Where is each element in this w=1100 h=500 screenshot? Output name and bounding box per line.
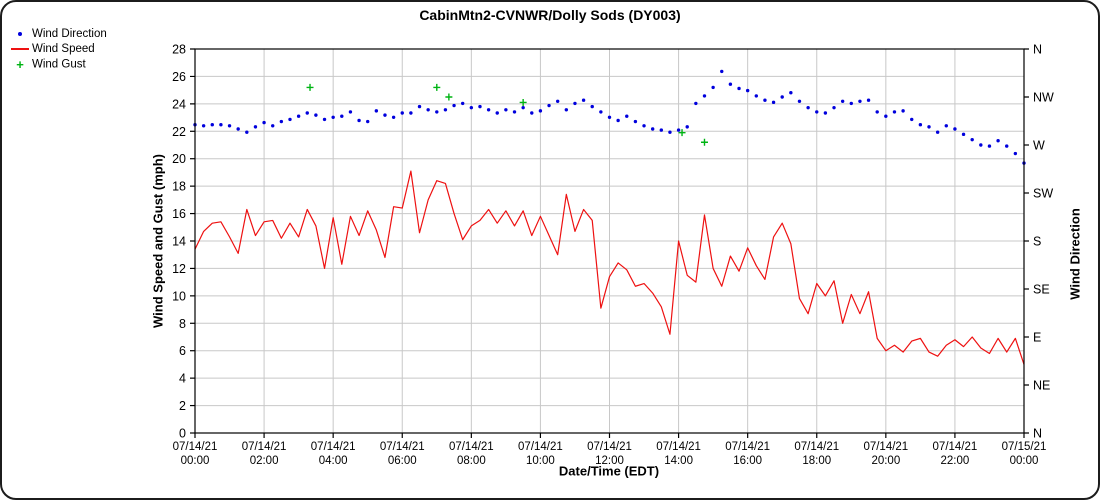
svg-text:NW: NW <box>1033 91 1054 105</box>
svg-text:08:00: 08:00 <box>457 455 486 467</box>
svg-text:26: 26 <box>172 70 186 84</box>
legend-label-wind-direction: Wind Direction <box>32 28 107 40</box>
wind-direction-dot-icon <box>8 27 32 42</box>
svg-text:07/15/21: 07/15/21 <box>1002 441 1047 453</box>
chart-title: CabinMtn2-CVNWR/Dolly Sods (DY003) <box>419 7 681 23</box>
svg-text:16:00: 16:00 <box>733 455 762 467</box>
svg-text:10:00: 10:00 <box>526 455 555 467</box>
svg-text:07/14/21: 07/14/21 <box>794 441 839 453</box>
svg-text:07/14/21: 07/14/21 <box>311 441 356 453</box>
svg-text:02:00: 02:00 <box>250 455 279 467</box>
svg-text:E: E <box>1033 331 1041 345</box>
svg-text:14:00: 14:00 <box>664 455 693 467</box>
svg-text:06:00: 06:00 <box>388 455 417 467</box>
svg-text:14: 14 <box>172 235 186 249</box>
x-axis-title: Date/Time (EDT) <box>558 463 660 479</box>
legend-item-wind-direction: Wind Direction <box>8 27 107 42</box>
svg-text:10: 10 <box>172 289 186 303</box>
svg-text:00:00: 00:00 <box>181 455 210 467</box>
legend-item-wind-gust: + Wind Gust <box>8 57 107 72</box>
legend-label-wind-gust: Wind Gust <box>32 58 86 71</box>
legend-label-wind-speed: Wind Speed <box>32 43 95 55</box>
svg-text:07/14/21: 07/14/21 <box>449 441 494 453</box>
svg-text:00:00: 00:00 <box>1010 455 1039 467</box>
svg-text:28: 28 <box>172 43 186 57</box>
svg-text:16: 16 <box>172 207 186 221</box>
svg-text:20:00: 20:00 <box>871 455 900 467</box>
svg-text:N: N <box>1033 427 1042 441</box>
svg-text:20: 20 <box>172 152 186 166</box>
svg-text:8: 8 <box>179 317 186 331</box>
svg-text:07/14/21: 07/14/21 <box>518 441 563 453</box>
svg-text:18: 18 <box>172 180 186 194</box>
svg-text:07/14/21: 07/14/21 <box>656 441 701 453</box>
svg-text:12: 12 <box>172 262 186 276</box>
svg-text:NE: NE <box>1033 379 1050 393</box>
legend: Wind Direction Wind Speed + Wind Gust <box>8 27 107 72</box>
left-axis-title: Wind Speed and Gust (mph) <box>150 154 166 328</box>
svg-text:6: 6 <box>179 344 186 358</box>
wind-speed-line-icon <box>8 42 32 57</box>
svg-text:07/14/21: 07/14/21 <box>933 441 978 453</box>
svg-text:07/14/21: 07/14/21 <box>242 441 287 453</box>
svg-text:18:00: 18:00 <box>802 455 831 467</box>
svg-text:2: 2 <box>179 399 186 413</box>
svg-text:N: N <box>1033 43 1042 57</box>
svg-text:S: S <box>1033 235 1041 249</box>
svg-text:22:00: 22:00 <box>941 455 970 467</box>
svg-text:SE: SE <box>1033 283 1050 297</box>
svg-text:W: W <box>1033 139 1045 153</box>
svg-text:04:00: 04:00 <box>319 455 348 467</box>
svg-text:12:00: 12:00 <box>595 455 624 467</box>
wind-gust-plus-icon: + <box>16 57 24 72</box>
svg-text:4: 4 <box>179 372 186 386</box>
right-axis-title: Wind Direction <box>1067 208 1083 300</box>
svg-text:SW: SW <box>1033 187 1053 201</box>
svg-text:07/14/21: 07/14/21 <box>173 441 218 453</box>
svg-text:07/14/21: 07/14/21 <box>725 441 770 453</box>
legend-item-wind-speed: Wind Speed <box>8 42 107 57</box>
svg-text:07/14/21: 07/14/21 <box>863 441 908 453</box>
svg-text:0: 0 <box>179 427 186 441</box>
svg-text:24: 24 <box>172 97 186 111</box>
svg-text:22: 22 <box>172 125 186 139</box>
svg-text:07/14/21: 07/14/21 <box>380 441 425 453</box>
svg-text:07/14/21: 07/14/21 <box>587 441 632 453</box>
